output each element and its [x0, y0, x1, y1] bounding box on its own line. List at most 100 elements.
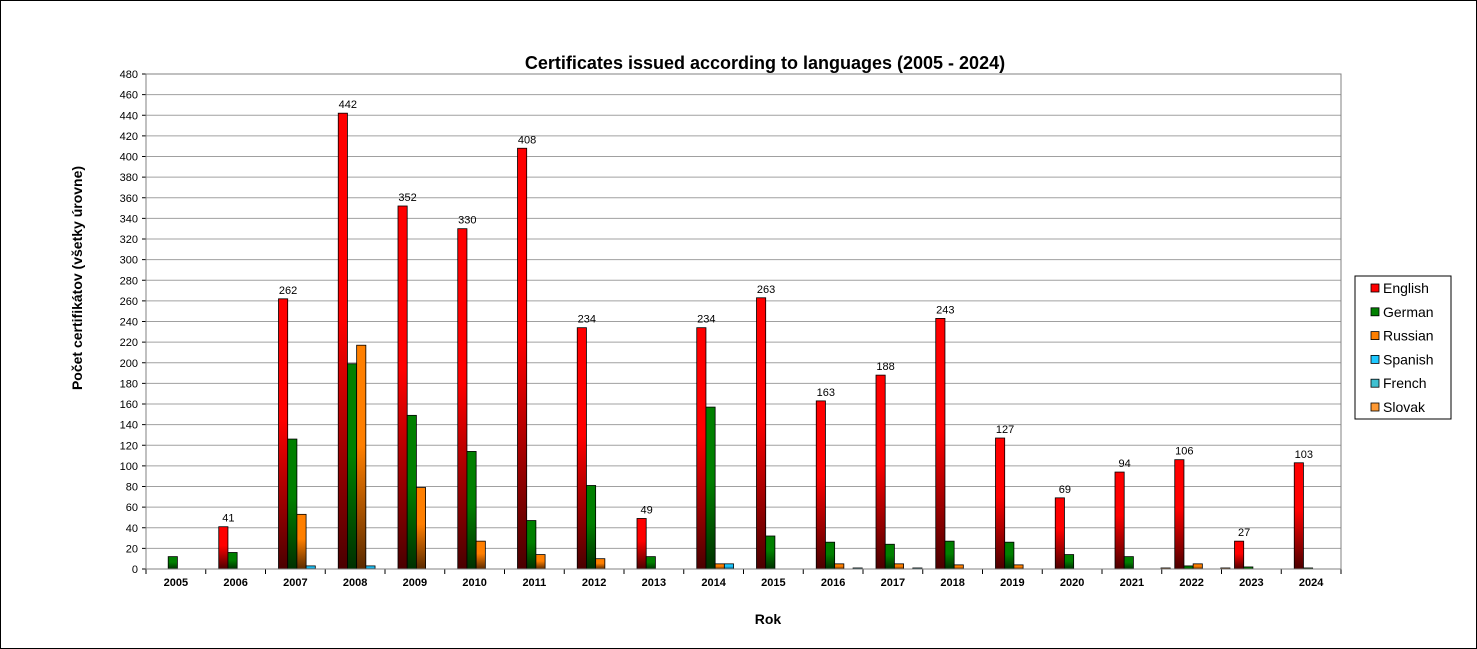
bar-german [645, 556, 656, 570]
bar-russian [296, 513, 307, 570]
bar-english [397, 205, 408, 570]
legend-label: English [1383, 280, 1429, 296]
x-tick-label: 2005 [164, 577, 188, 589]
y-tick-label: 240 [120, 317, 138, 329]
bar-german [825, 541, 836, 570]
bar-english [995, 437, 1006, 570]
bar-german [586, 485, 597, 570]
y-tick-label: 220 [120, 337, 138, 349]
bars [167, 112, 1314, 570]
x-tick-label: 2022 [1179, 577, 1203, 589]
gridlines [146, 94, 1341, 549]
x-tick-label: 2011 [522, 577, 546, 589]
x-tick-label: 2008 [343, 577, 367, 589]
bar-english [1234, 540, 1245, 570]
bar-english [1293, 462, 1304, 570]
x-tick-label: 2017 [881, 577, 905, 589]
bar-german [1004, 541, 1015, 570]
data-label: 243 [936, 304, 954, 316]
y-tick-label: 0 [132, 564, 138, 576]
bar-german [287, 438, 298, 570]
bar-russian [834, 563, 845, 570]
bar-english [696, 327, 707, 570]
legend-label: Russian [1383, 328, 1434, 344]
bar-german [765, 535, 776, 570]
bar-english [576, 327, 587, 570]
chart-title: Certificates issued according to languag… [525, 53, 1005, 73]
x-tick-label: 2018 [940, 577, 964, 589]
data-label: 188 [876, 361, 894, 373]
bar-spanish [723, 563, 734, 570]
legend-swatch [1370, 354, 1380, 364]
y-tick-label: 60 [126, 502, 138, 514]
bar-russian [356, 344, 367, 570]
x-tick-label: 2016 [821, 577, 845, 589]
y-tick-label: 420 [120, 131, 138, 143]
y-tick-label: 80 [126, 482, 138, 494]
x-tick-label: 2014 [701, 577, 726, 589]
data-label: 49 [640, 504, 652, 516]
y-tick-label: 120 [120, 440, 138, 452]
bar-russian [535, 554, 546, 570]
x-tick-label: 2013 [642, 577, 666, 589]
y-axis-ticks: 0 20 40 60 80 100 120 140 160 180 200 220 240 260 280 3… [120, 69, 146, 576]
bar-russian [595, 558, 606, 570]
x-tick-label: 2010 [462, 577, 486, 589]
y-tick-label: 440 [120, 110, 138, 122]
bar-russian [475, 540, 486, 570]
bar-english [815, 400, 826, 570]
bar-german [1123, 556, 1134, 570]
bar-english [278, 298, 289, 570]
y-tick-label: 140 [120, 420, 138, 432]
x-tick-label: 2019 [1000, 577, 1024, 589]
bar-english [636, 518, 647, 570]
bar-english [218, 526, 229, 570]
data-label: 262 [279, 285, 297, 297]
data-label: 408 [518, 134, 536, 146]
bar-german [167, 556, 178, 570]
bar-german [884, 543, 895, 570]
x-tick-label: 2007 [283, 577, 307, 589]
x-tick-label: 2021 [1120, 577, 1144, 589]
legend-label: Spanish [1383, 351, 1434, 367]
data-label: 127 [996, 424, 1014, 436]
bar-english [1114, 471, 1125, 570]
data-label: 442 [339, 99, 357, 111]
y-tick-label: 460 [120, 90, 138, 102]
y-tick-label: 180 [120, 378, 138, 390]
bar-russian [1013, 564, 1024, 570]
bar-german [944, 540, 955, 570]
data-label: 352 [398, 192, 416, 204]
x-tick-label: 2015 [761, 577, 785, 589]
bar-english [756, 297, 767, 570]
bar-russian [894, 563, 905, 570]
bar-english [337, 112, 348, 570]
legend-label: German [1383, 304, 1434, 320]
bar-english [935, 318, 946, 570]
data-label: 330 [458, 215, 476, 227]
y-tick-label: 200 [120, 358, 138, 370]
data-label: 27 [1238, 527, 1250, 539]
bar-german [227, 552, 238, 570]
legend-swatch [1370, 283, 1380, 293]
y-tick-label: 400 [120, 152, 138, 164]
bar-german [406, 414, 417, 570]
y-tick-label: 160 [120, 399, 138, 411]
y-axis-title: Počet certifikátov (všetky úrovne) [69, 166, 85, 390]
data-label: 263 [757, 284, 775, 296]
bar-english [517, 147, 528, 570]
x-tick-label: 2012 [582, 577, 606, 589]
legend: English German Russian Spanish French Slovak [1354, 275, 1452, 420]
data-label: 106 [1175, 446, 1193, 458]
data-label: 234 [697, 314, 715, 326]
y-tick-label: 100 [120, 461, 138, 473]
y-tick-label: 260 [120, 296, 138, 308]
bar-german [347, 363, 358, 570]
y-tick-label: 360 [120, 193, 138, 205]
legend-label: French [1383, 375, 1427, 391]
plot-area [145, 73, 1342, 570]
data-label: 234 [578, 314, 596, 326]
legend-swatch [1370, 331, 1380, 341]
